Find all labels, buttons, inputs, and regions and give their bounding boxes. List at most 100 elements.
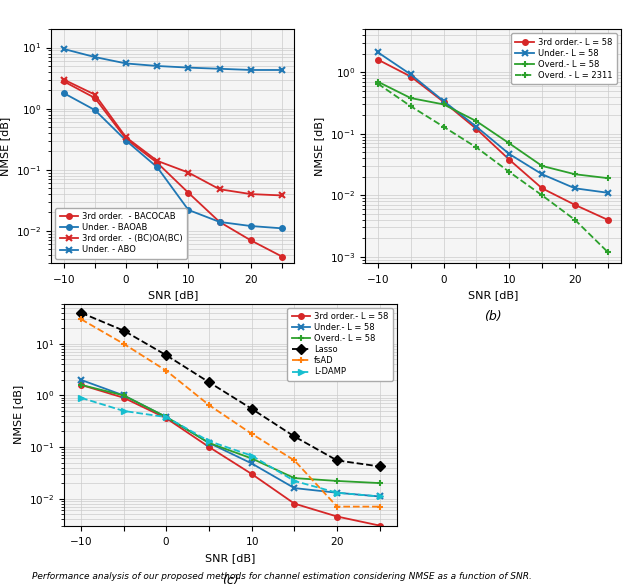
Lasso [120,327,127,334]
3rd order.- L = 58 [374,56,382,63]
Under. - BAOAB [216,218,223,225]
Line: Under. - BAOAB: Under. - BAOAB [61,91,285,231]
Under. - BAOAB [247,223,255,230]
3rd order.- L = 58 [538,185,546,192]
Under.- L = 58 [374,49,382,56]
Under.- L = 58 [376,493,383,500]
L-DAMP [291,478,298,485]
fsAD [333,503,341,510]
Under.- L = 58 [248,460,255,467]
Text: (c): (c) [222,575,239,584]
fsAD [248,430,255,437]
3rd order.- L = 58 [120,394,127,401]
Line: L-DAMP: L-DAMP [77,394,383,500]
L-DAMP [248,452,255,459]
Legend: 3rd order.  - BACOCAB, Under. - BAOAB, 3rd order.  - (BC)OA(BC), Under. - ABO: 3rd order. - BACOCAB, Under. - BAOAB, 3r… [56,208,187,259]
Under.- L = 58 [407,71,415,78]
Line: fsAD: fsAD [77,316,383,510]
Line: Overd.- L = 58: Overd.- L = 58 [374,78,611,182]
Overd.- L = 58 [604,175,611,182]
3rd order.  - (BC)OA(BC) [278,192,286,199]
Line: 3rd order.- L = 58: 3rd order.- L = 58 [375,57,611,223]
3rd order.  - (BC)OA(BC) [91,91,99,98]
3rd order.- L = 58 [604,216,611,223]
Text: Performance analysis of our proposed methods for channel estimation considering : Performance analysis of our proposed met… [32,572,532,581]
Under.- L = 58 [120,392,127,399]
Overd.- L = 58 [506,140,513,147]
Lasso [205,379,213,386]
Overd.- L = 58 [248,455,255,462]
Under.- L = 58 [571,185,579,192]
Lasso [291,433,298,440]
Under. - ABO [184,64,192,71]
Overd. - L = 2311 [440,123,447,130]
3rd order.- L = 58 [407,73,415,80]
Under. - BAOAB [154,164,161,171]
3rd order.- L = 58 [571,201,579,208]
L-DAMP [163,413,170,420]
Overd. - L = 2311 [571,216,579,223]
Lasso [77,310,85,317]
Under. - ABO [154,62,161,69]
3rd order.  - BACOCAB [216,218,223,225]
fsAD [205,402,213,409]
3rd order.  - BACOCAB [60,78,67,85]
Line: 3rd order.- L = 58: 3rd order.- L = 58 [78,382,383,529]
Overd.- L = 58 [374,78,382,85]
3rd order.- L = 58 [163,415,170,422]
Overd.- L = 58 [407,95,415,102]
3rd order.- L = 58 [506,156,513,163]
fsAD [376,503,383,510]
3rd order.- L = 58 [333,513,341,520]
3rd order.- L = 58 [291,500,298,507]
Under.- L = 58 [506,151,513,158]
Y-axis label: NMSE [dB]: NMSE [dB] [314,116,324,176]
Overd.- L = 58 [472,118,480,125]
3rd order.- L = 58 [77,381,85,388]
Line: 3rd order.  - BACOCAB: 3rd order. - BACOCAB [61,79,285,259]
Under.- L = 58 [163,413,170,420]
Overd. - L = 2311 [506,168,513,175]
Overd.- L = 58 [333,478,341,485]
fsAD [120,340,127,347]
Under.- L = 58 [291,485,298,492]
Overd.- L = 58 [77,381,85,388]
Under. - ABO [60,46,67,53]
Line: Lasso: Lasso [77,310,383,470]
Under. - ABO [247,67,255,74]
X-axis label: SNR [dB]: SNR [dB] [148,290,198,300]
Overd.- L = 58 [205,439,213,446]
Overd.- L = 58 [120,392,127,399]
Line: Under.- L = 58: Under.- L = 58 [77,377,383,500]
Under. - ABO [91,54,99,61]
3rd order.  - (BC)OA(BC) [184,169,192,176]
Under. - BAOAB [122,137,130,144]
Legend: 3rd order.- L = 58, Under.- L = 58, Overd.- L = 58, Overd. - L = 2311: 3rd order.- L = 58, Under.- L = 58, Over… [511,33,616,84]
3rd order.  - (BC)OA(BC) [154,157,161,164]
3rd order.  - (BC)OA(BC) [247,190,255,197]
Overd. - L = 2311 [472,144,480,151]
Overd.- L = 58 [538,162,546,169]
Lasso [248,405,255,412]
3rd order.- L = 58 [376,522,383,529]
Overd. - L = 2311 [374,80,382,87]
L-DAMP [120,408,127,415]
Under. - BAOAB [91,106,99,113]
L-DAMP [77,394,85,401]
Under. - BAOAB [60,89,67,96]
Overd.- L = 58 [376,479,383,486]
3rd order.  - BACOCAB [247,237,255,244]
Under. - ABO [122,60,130,67]
3rd order.  - (BC)OA(BC) [122,134,130,141]
Text: (a): (a) [164,310,182,322]
Legend: 3rd order.- L = 58, Under.- L = 58, Overd.- L = 58, Lasso, fsAD, L-DAMP: 3rd order.- L = 58, Under.- L = 58, Over… [287,308,392,381]
Under.- L = 58 [538,171,546,178]
Y-axis label: NMSE [dB]: NMSE [dB] [13,385,23,444]
Overd.- L = 58 [163,413,170,420]
Under. - ABO [278,67,286,74]
3rd order.  - (BC)OA(BC) [216,186,223,193]
Line: Overd. - L = 2311: Overd. - L = 2311 [374,80,611,255]
Y-axis label: NMSE [dB]: NMSE [dB] [1,116,10,176]
3rd order.- L = 58 [205,443,213,450]
3rd order.  - BACOCAB [278,253,286,260]
